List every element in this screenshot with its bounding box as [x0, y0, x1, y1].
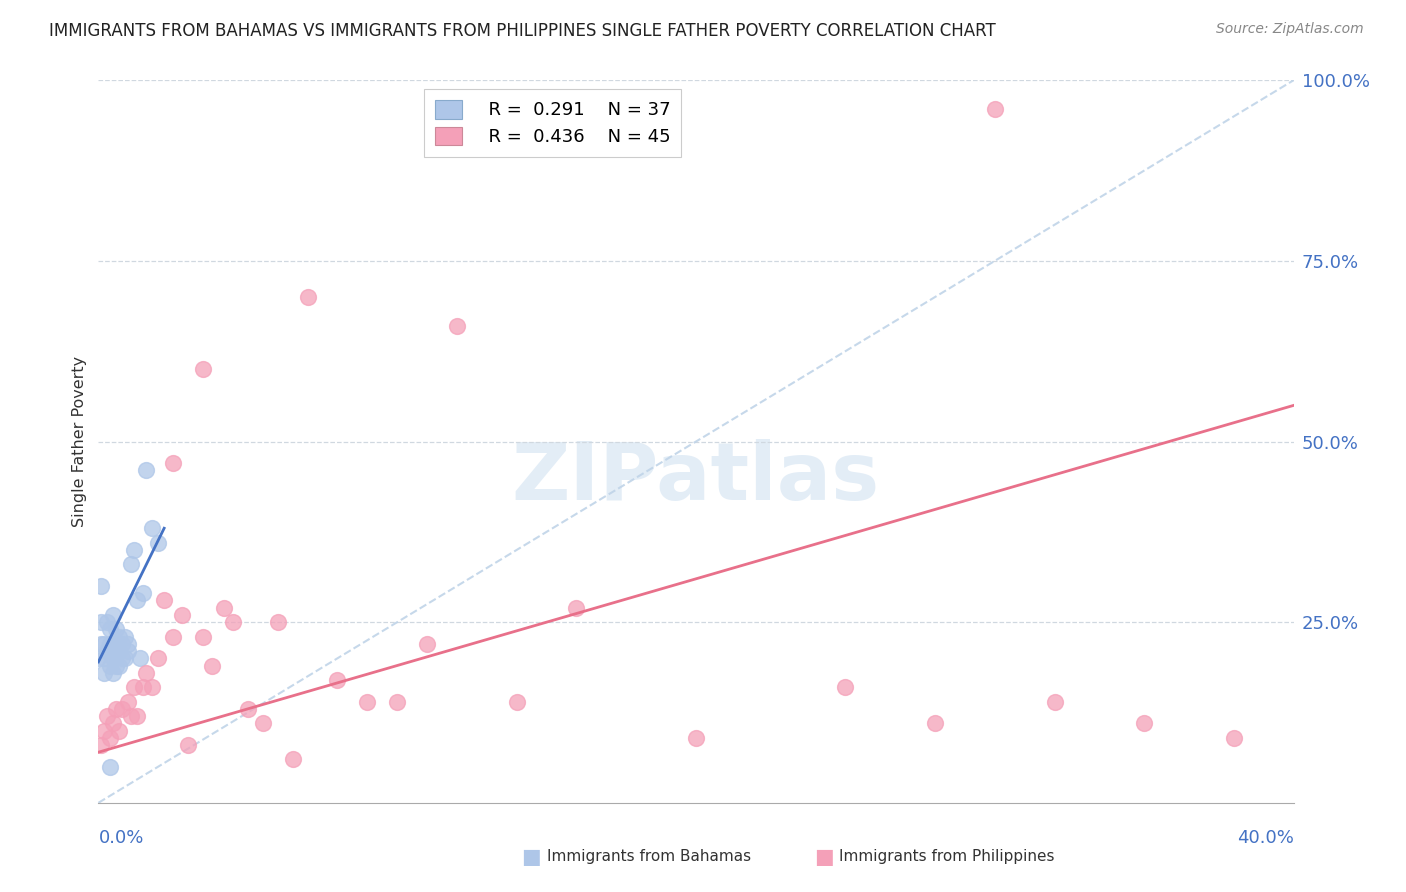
- Point: [117, 637, 139, 651]
- Text: IMMIGRANTS FROM BAHAMAS VS IMMIGRANTS FROM PHILIPPINES SINGLE FATHER POVERTY COR: IMMIGRANTS FROM BAHAMAS VS IMMIGRANTS FR…: [49, 22, 995, 40]
- Point: [93, 665, 115, 680]
- Text: ZIPatlas: ZIPatlas: [512, 439, 880, 516]
- Point: [236, 702, 259, 716]
- Point: [98, 731, 122, 745]
- Point: [1223, 731, 1246, 745]
- Point: [93, 637, 115, 651]
- Point: [141, 680, 163, 694]
- Point: [162, 456, 184, 470]
- Point: [506, 695, 529, 709]
- Point: [90, 579, 112, 593]
- Legend:   R =  0.291    N = 37,   R =  0.436    N = 45: R = 0.291 N = 37, R = 0.436 N = 45: [425, 89, 681, 157]
- Point: [103, 665, 125, 680]
- Y-axis label: Single Father Poverty: Single Father Poverty: [72, 356, 87, 527]
- Point: [108, 630, 131, 644]
- Point: [90, 637, 112, 651]
- Point: [114, 630, 136, 644]
- Point: [1133, 716, 1156, 731]
- Point: [281, 752, 304, 766]
- Point: [129, 651, 152, 665]
- Text: ■: ■: [520, 847, 541, 867]
- Point: [297, 290, 319, 304]
- Point: [127, 593, 149, 607]
- Point: [385, 695, 409, 709]
- Point: [984, 102, 1007, 116]
- Point: [98, 658, 122, 673]
- Text: Source: ZipAtlas.com: Source: ZipAtlas.com: [1216, 22, 1364, 37]
- Point: [103, 637, 125, 651]
- Point: [124, 542, 146, 557]
- Text: 0.0%: 0.0%: [98, 829, 143, 847]
- Point: [93, 723, 115, 738]
- Point: [96, 615, 118, 630]
- Point: [108, 723, 131, 738]
- Point: [117, 644, 139, 658]
- Point: [90, 738, 112, 752]
- Point: [148, 535, 170, 549]
- Point: [111, 651, 134, 665]
- Point: [120, 558, 142, 572]
- Point: [446, 318, 468, 333]
- Point: [141, 521, 163, 535]
- Point: [565, 600, 588, 615]
- Point: [93, 651, 115, 665]
- Point: [222, 615, 245, 630]
- Point: [326, 673, 349, 687]
- Point: [114, 651, 136, 665]
- Point: [162, 630, 184, 644]
- Text: Immigrants from Philippines: Immigrants from Philippines: [839, 849, 1054, 864]
- Text: 40.0%: 40.0%: [1237, 829, 1294, 847]
- Point: [135, 665, 157, 680]
- Point: [212, 600, 235, 615]
- Point: [356, 695, 378, 709]
- Point: [127, 709, 149, 723]
- Point: [103, 651, 125, 665]
- Point: [98, 623, 122, 637]
- Point: [105, 702, 128, 716]
- Point: [105, 644, 128, 658]
- Point: [105, 623, 128, 637]
- Point: [685, 731, 707, 745]
- Point: [1043, 695, 1066, 709]
- Point: [111, 637, 134, 651]
- Point: [108, 644, 131, 658]
- Point: [153, 593, 176, 607]
- Point: [103, 716, 125, 731]
- Point: [148, 651, 170, 665]
- Point: [191, 362, 214, 376]
- Point: [416, 637, 439, 651]
- Point: [87, 651, 110, 665]
- Text: Immigrants from Bahamas: Immigrants from Bahamas: [547, 849, 751, 864]
- Point: [191, 630, 214, 644]
- Point: [924, 716, 946, 731]
- Point: [111, 702, 134, 716]
- Point: [135, 463, 157, 477]
- Point: [108, 658, 131, 673]
- Text: ■: ■: [814, 847, 834, 867]
- Point: [834, 680, 856, 694]
- Point: [172, 607, 194, 622]
- Point: [117, 695, 139, 709]
- Point: [252, 716, 274, 731]
- Point: [124, 680, 146, 694]
- Point: [98, 760, 122, 774]
- Point: [103, 607, 125, 622]
- Point: [132, 680, 155, 694]
- Point: [132, 586, 155, 600]
- Point: [105, 658, 128, 673]
- Point: [201, 658, 224, 673]
- Point: [96, 644, 118, 658]
- Point: [267, 615, 290, 630]
- Point: [98, 637, 122, 651]
- Point: [120, 709, 142, 723]
- Point: [96, 709, 118, 723]
- Point: [90, 615, 112, 630]
- Point: [177, 738, 200, 752]
